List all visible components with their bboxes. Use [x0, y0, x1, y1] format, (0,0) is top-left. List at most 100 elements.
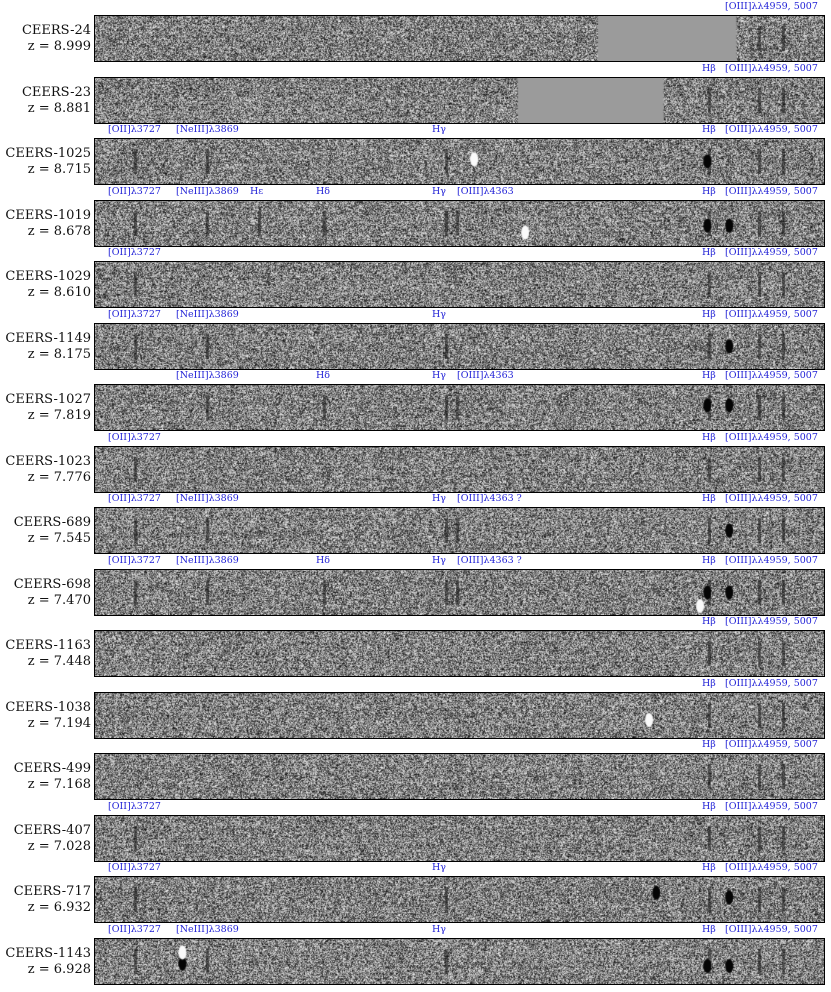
source-redshift: z = 7.168: [27, 777, 91, 792]
source-name: CEERS-1027: [5, 392, 91, 407]
spectrum-row: CEERS-1038 z = 7.194 Hβ [OIII]λλ4959, 5007: [0, 677, 831, 739]
spectrum-2d-panel: [94, 322, 825, 370]
spectrum-row: CEERS-1163 z = 7.448 Hβ [OIII]λλ4959, 5007: [0, 615, 831, 677]
emission-line-label: [OII]λ3727: [108, 431, 161, 443]
emission-line-label: Hβ: [702, 923, 716, 935]
emission-line-label: [OII]λ3727: [108, 862, 161, 873]
emission-line-label: Hβ: [702, 554, 716, 566]
emission-line-label: [OII]λ3727: [108, 493, 161, 504]
emission-line-label: [NeIII]λ3869: [176, 185, 239, 197]
emission-line-label: Hδ: [316, 554, 331, 566]
spectrum-row: CEERS-23 z = 8.881 Hβ [OIII]λλ4959, 5007: [0, 62, 831, 124]
spectrum-2d-panel: [94, 261, 825, 308]
spectrum-row: CEERS-24 z = 8.999 [OIII]λλ4959, 5007: [0, 0, 831, 62]
source-redshift: z = 8.678: [27, 223, 91, 239]
emission-line-label: Hβ: [702, 616, 716, 627]
emission-line-label: [OIII]λλ4959, 5007: [725, 923, 818, 935]
spectrum-row: CEERS-1029 z = 8.610 [OII]λ3727 Hβ [OIII]λλ4…: [0, 246, 831, 308]
source-name: CEERS-24: [21, 23, 91, 38]
source-name: CEERS-1019: [5, 207, 91, 223]
emission-line-label: [OIII]λλ4959, 5007: [725, 431, 818, 443]
emission-line-label: [OIII]λλ4959, 5007: [725, 616, 818, 627]
emission-line-label: [OIII]λλ4959, 5007: [725, 308, 818, 320]
spectrum-2d-panel: [94, 199, 825, 247]
source-redshift: z = 8.999: [27, 39, 91, 54]
emission-line-label: [NeIII]λ3869: [176, 308, 239, 320]
source-name: CEERS-499: [13, 761, 91, 776]
source-name: CEERS-407: [13, 822, 91, 838]
spectrum-row: CEERS-1149 z = 8.175 [OII]λ3727 [NeIII]λ386…: [0, 308, 831, 370]
spectrum-2d-panel: [94, 15, 825, 62]
emission-line-label: Hβ: [702, 62, 716, 74]
emission-line-label: [OII]λ3727: [108, 247, 161, 258]
spectrum-2d-panel: [94, 138, 825, 185]
source-name: CEERS-1025: [5, 146, 91, 161]
emission-line-label: Hβ: [702, 739, 716, 750]
emission-line-label: [NeIII]λ3869: [176, 923, 239, 935]
source-redshift: z = 6.928: [27, 961, 91, 977]
emission-line-label: Hβ: [702, 862, 716, 873]
emission-line-label: [OII]λ3727: [108, 554, 161, 566]
spectrum-row: CEERS-499 z = 7.168 Hβ [OIII]λλ4959, 5007: [0, 738, 831, 800]
source-name: CEERS-1163: [5, 638, 91, 653]
emission-line-label: [OIII]λλ4959, 5007: [725, 1, 818, 12]
source-redshift: z = 7.776: [27, 469, 91, 485]
emission-line-label: Hβ: [702, 124, 716, 135]
emission-line-label: [OIII]λλ4959, 5007: [725, 247, 818, 258]
emission-line-label: Hβ: [702, 493, 716, 504]
spectrum-row: CEERS-1019 z = 8.678 [OII]λ3727 [NeIII]λ386…: [0, 185, 831, 247]
emission-line-label: Hγ: [432, 370, 446, 381]
source-redshift: z = 7.448: [27, 654, 91, 669]
emission-line-label: [OII]λ3727: [108, 800, 161, 812]
emission-line-label: [NeIII]λ3869: [176, 124, 239, 135]
emission-line-label: Hε: [250, 185, 264, 197]
spectrum-row: CEERS-1025 z = 8.715 [OII]λ3727 [NeIII]λ386…: [0, 123, 831, 185]
source-name: CEERS-1143: [5, 945, 91, 961]
emission-line-label: [OIII]λ4363 ?: [457, 493, 522, 504]
spectrum-row: CEERS-1027 z = 7.819 [NeIII]λ3869 Hδ Hγ [OIII…: [0, 369, 831, 431]
emission-line-label: Hγ: [432, 185, 446, 197]
emission-line-label: Hγ: [432, 923, 446, 935]
emission-line-label: [OIII]λλ4959, 5007: [725, 185, 818, 197]
source-name: CEERS-717: [13, 884, 91, 899]
emission-line-label: Hγ: [432, 493, 446, 504]
emission-line-label: Hβ: [702, 247, 716, 258]
spectrum-row: CEERS-1023 z = 7.776 [OII]λ3727 Hβ [OIII]λλ4…: [0, 431, 831, 493]
source-redshift: z = 7.545: [27, 531, 91, 546]
emission-line-label: Hγ: [432, 554, 446, 566]
spectrum-2d-panel: [94, 568, 825, 616]
source-redshift: z = 6.932: [27, 900, 91, 915]
source-name: CEERS-1149: [5, 330, 91, 346]
spectrum-2d-panel: [94, 630, 825, 677]
spectrum-row: CEERS-717 z = 6.932 [OII]λ3727 Hγ Hβ [OIII]λλ…: [0, 861, 831, 923]
source-redshift: z = 7.194: [27, 715, 91, 731]
emission-line-label: Hβ: [702, 800, 716, 812]
emission-line-label: [NeIII]λ3869: [176, 493, 239, 504]
emission-line-label: [OIII]λλ4959, 5007: [725, 62, 818, 74]
emission-line-label: [OIII]λ4363 ?: [457, 554, 522, 566]
emission-line-label: [OIII]λλ4959, 5007: [725, 370, 818, 381]
source-redshift: z = 7.819: [27, 408, 91, 423]
emission-line-label: Hγ: [432, 308, 446, 320]
emission-line-label: Hδ: [316, 370, 331, 381]
spectrum-2d-panel: [94, 814, 825, 862]
emission-line-label: [OIII]λλ4959, 5007: [725, 800, 818, 812]
emission-line-label: Hβ: [702, 308, 716, 320]
emission-line-label: Hγ: [432, 862, 446, 873]
spectrum-2d-panel: [94, 507, 825, 554]
emission-line-label: [OIII]λλ4959, 5007: [725, 493, 818, 504]
source-name: CEERS-23: [21, 84, 91, 100]
source-name: CEERS-689: [13, 515, 91, 530]
spectrum-row: CEERS-698 z = 7.470 [OII]λ3727 [NeIII]λ3869…: [0, 554, 831, 616]
source-name: CEERS-1023: [5, 453, 91, 469]
source-name: CEERS-1029: [5, 269, 91, 284]
source-redshift: z = 7.028: [27, 838, 91, 854]
source-redshift: z = 7.470: [27, 592, 91, 608]
emission-line-label: [OIII]λ4363: [457, 370, 514, 381]
source-name: CEERS-698: [13, 576, 91, 592]
emission-line-label: Hβ: [702, 370, 716, 381]
source-redshift: z = 8.610: [27, 285, 91, 300]
emission-line-label: [OII]λ3727: [108, 124, 161, 135]
emission-line-label: Hβ: [702, 185, 716, 197]
emission-line-label: Hδ: [316, 185, 331, 197]
